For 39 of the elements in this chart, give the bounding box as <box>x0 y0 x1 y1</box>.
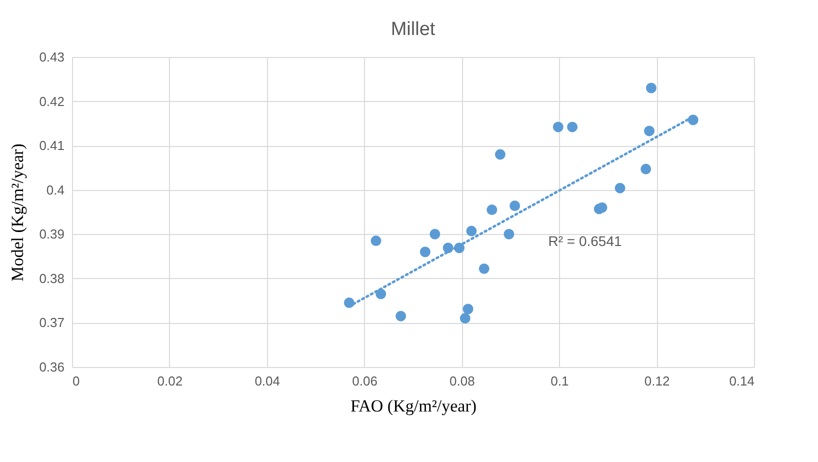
point <box>478 263 490 274</box>
point <box>462 304 474 314</box>
point <box>430 228 440 240</box>
point <box>486 204 498 216</box>
point <box>640 164 652 174</box>
y-axis-title: Model (Kg/m²/year) <box>8 144 28 282</box>
x-axis-title: FAO (Kg/m²/year) <box>350 396 477 416</box>
chart-title: Millet <box>390 19 436 40</box>
point <box>552 122 564 132</box>
point <box>504 228 514 240</box>
point <box>396 310 406 322</box>
point <box>646 82 656 94</box>
point <box>567 122 578 132</box>
point <box>510 200 520 212</box>
point <box>420 246 430 258</box>
y-tick-label: 0.42 <box>39 94 64 109</box>
x-tick-label: 0.02 <box>157 374 183 388</box>
annotation: R² = 0.6541 <box>548 233 622 249</box>
y-tick-label: 0.36 <box>39 360 64 374</box>
point <box>644 126 655 136</box>
x-tick-label: 0.1 <box>550 374 569 388</box>
y-tick-label: 0.37 <box>39 315 64 330</box>
x-tick-label: 0.04 <box>254 374 280 388</box>
y-tick-label: 0.38 <box>39 270 64 286</box>
point <box>460 313 470 324</box>
y-tick-label: 0.39 <box>39 226 64 242</box>
point <box>370 236 382 246</box>
point <box>596 202 608 213</box>
point <box>466 226 477 236</box>
x-tick-label: 0.06 <box>352 374 378 388</box>
x-tick-label: 0.08 <box>450 374 475 388</box>
y-tick-label: 0.41 <box>39 138 64 154</box>
y-tick-label: 0.4 <box>46 182 64 198</box>
point <box>614 182 626 194</box>
point <box>494 149 506 160</box>
x-tick-label: 0 <box>72 374 80 388</box>
x-tick-label: 0.12 <box>644 374 670 388</box>
x-tick-label: 0.14 <box>729 374 754 388</box>
y-tick-label: 0.43 <box>39 50 64 64</box>
